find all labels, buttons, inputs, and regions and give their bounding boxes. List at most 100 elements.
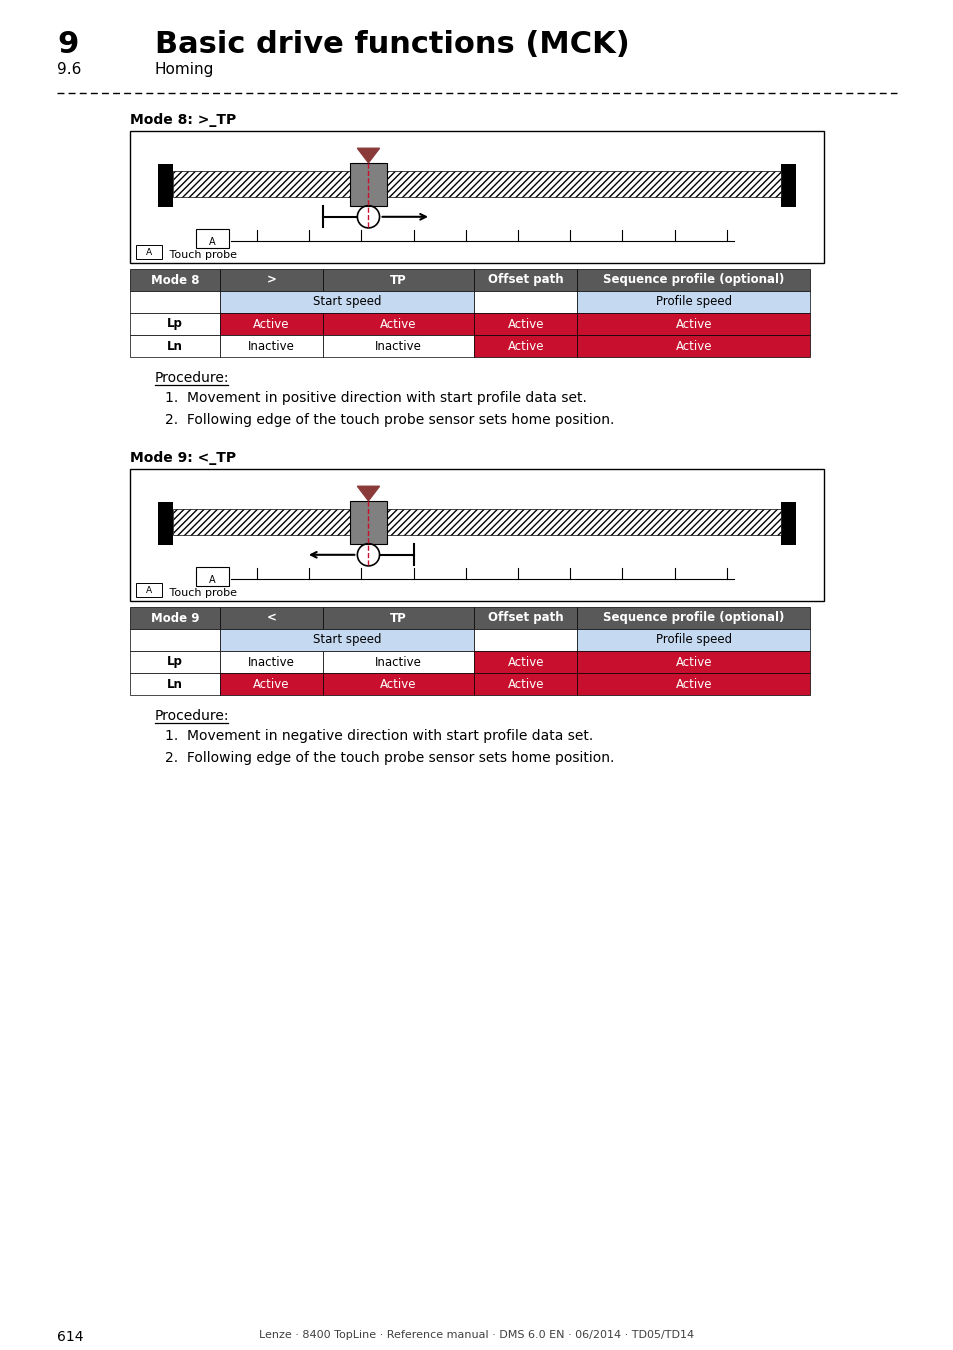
Bar xyxy=(474,292,577,313)
Text: Mode 9: Mode 9 xyxy=(151,612,199,625)
Bar xyxy=(781,502,796,544)
Text: TP: TP xyxy=(390,612,407,625)
Bar xyxy=(157,502,172,544)
Text: Ln: Ln xyxy=(167,339,183,352)
Text: Lp: Lp xyxy=(167,317,183,331)
Bar xyxy=(219,269,323,292)
Bar xyxy=(130,674,219,695)
Bar xyxy=(130,269,219,292)
Bar xyxy=(130,335,219,356)
Text: <: < xyxy=(266,612,276,625)
Bar xyxy=(323,313,474,335)
Text: 9: 9 xyxy=(57,30,78,59)
Text: A: A xyxy=(209,238,215,247)
Text: Basic drive functions (MCK): Basic drive functions (MCK) xyxy=(154,30,629,59)
Bar xyxy=(474,313,577,335)
Bar xyxy=(323,651,474,674)
Bar xyxy=(781,165,796,207)
Bar xyxy=(219,313,323,335)
Bar xyxy=(474,269,577,292)
Bar xyxy=(474,651,577,674)
Bar xyxy=(577,674,809,695)
Text: Active: Active xyxy=(380,678,416,690)
Text: Offset path: Offset path xyxy=(487,612,563,625)
Text: Mode 9: <_TP: Mode 9: <_TP xyxy=(130,451,236,464)
Text: Mode 8: Mode 8 xyxy=(151,274,199,286)
Text: Inactive: Inactive xyxy=(375,656,421,668)
Text: 1.  Movement in positive direction with start profile data set.: 1. Movement in positive direction with s… xyxy=(165,392,586,405)
Bar xyxy=(577,292,809,313)
Bar xyxy=(130,629,219,651)
Text: Active: Active xyxy=(507,339,543,352)
Text: Active: Active xyxy=(507,678,543,690)
Bar xyxy=(323,269,474,292)
Text: Mode 8: >_TP: Mode 8: >_TP xyxy=(130,113,236,127)
Text: Sequence profile (optional): Sequence profile (optional) xyxy=(602,612,783,625)
Text: Profile speed: Profile speed xyxy=(655,296,731,309)
Bar xyxy=(157,165,172,207)
Text: 1.  Movement in negative direction with start profile data set.: 1. Movement in negative direction with s… xyxy=(165,729,593,742)
Text: Homing: Homing xyxy=(154,62,214,77)
Bar xyxy=(219,608,323,629)
Text: Active: Active xyxy=(253,678,290,690)
Bar xyxy=(577,313,809,335)
Bar xyxy=(577,608,809,629)
Polygon shape xyxy=(357,148,379,163)
Bar xyxy=(195,230,229,248)
Text: Ln: Ln xyxy=(167,678,183,690)
Bar xyxy=(577,269,809,292)
Bar xyxy=(474,629,577,651)
Text: >: > xyxy=(266,274,276,286)
Text: Active: Active xyxy=(675,678,711,690)
Bar xyxy=(577,651,809,674)
Bar xyxy=(474,674,577,695)
Bar xyxy=(130,651,219,674)
Text: Active: Active xyxy=(507,656,543,668)
Bar xyxy=(577,335,809,356)
Bar xyxy=(577,629,809,651)
Bar xyxy=(219,335,323,356)
Polygon shape xyxy=(357,486,379,501)
Bar xyxy=(350,501,386,544)
Bar xyxy=(474,335,577,356)
Text: Inactive: Inactive xyxy=(248,339,294,352)
Text: Lp: Lp xyxy=(167,656,183,668)
Text: Sequence profile (optional): Sequence profile (optional) xyxy=(602,274,783,286)
Text: A: A xyxy=(209,575,215,586)
Text: Profile speed: Profile speed xyxy=(655,633,731,647)
Text: Active: Active xyxy=(253,317,290,331)
Bar xyxy=(323,335,474,356)
Text: TP: TP xyxy=(390,274,407,286)
Bar xyxy=(219,292,474,313)
Bar xyxy=(323,674,474,695)
Text: Offset path: Offset path xyxy=(487,274,563,286)
Text: Inactive: Inactive xyxy=(375,339,421,352)
Bar xyxy=(474,608,577,629)
Text: 2.  Following edge of the touch probe sensor sets home position.: 2. Following edge of the touch probe sen… xyxy=(165,413,614,427)
Text: Touch probe: Touch probe xyxy=(166,250,237,261)
Text: A: A xyxy=(146,247,152,256)
Text: 9.6: 9.6 xyxy=(57,62,81,77)
Bar xyxy=(195,567,229,586)
Bar xyxy=(219,651,323,674)
Bar xyxy=(219,674,323,695)
Bar xyxy=(172,509,781,535)
Bar xyxy=(130,313,219,335)
Bar xyxy=(323,608,474,629)
Bar xyxy=(350,163,386,207)
Text: Start speed: Start speed xyxy=(313,633,381,647)
Bar xyxy=(136,583,162,597)
Bar xyxy=(219,629,474,651)
Text: Procedure:: Procedure: xyxy=(154,371,230,385)
Text: 2.  Following edge of the touch probe sensor sets home position.: 2. Following edge of the touch probe sen… xyxy=(165,751,614,765)
Text: Active: Active xyxy=(507,317,543,331)
Text: Active: Active xyxy=(675,317,711,331)
Text: Active: Active xyxy=(380,317,416,331)
Bar xyxy=(130,292,219,313)
Text: Active: Active xyxy=(675,339,711,352)
Text: Lenze · 8400 TopLine · Reference manual · DMS 6.0 EN · 06/2014 · TD05/TD14: Lenze · 8400 TopLine · Reference manual … xyxy=(259,1330,694,1341)
Bar xyxy=(136,244,162,259)
Bar xyxy=(130,468,823,601)
Text: A: A xyxy=(146,586,152,594)
Bar xyxy=(130,131,823,263)
